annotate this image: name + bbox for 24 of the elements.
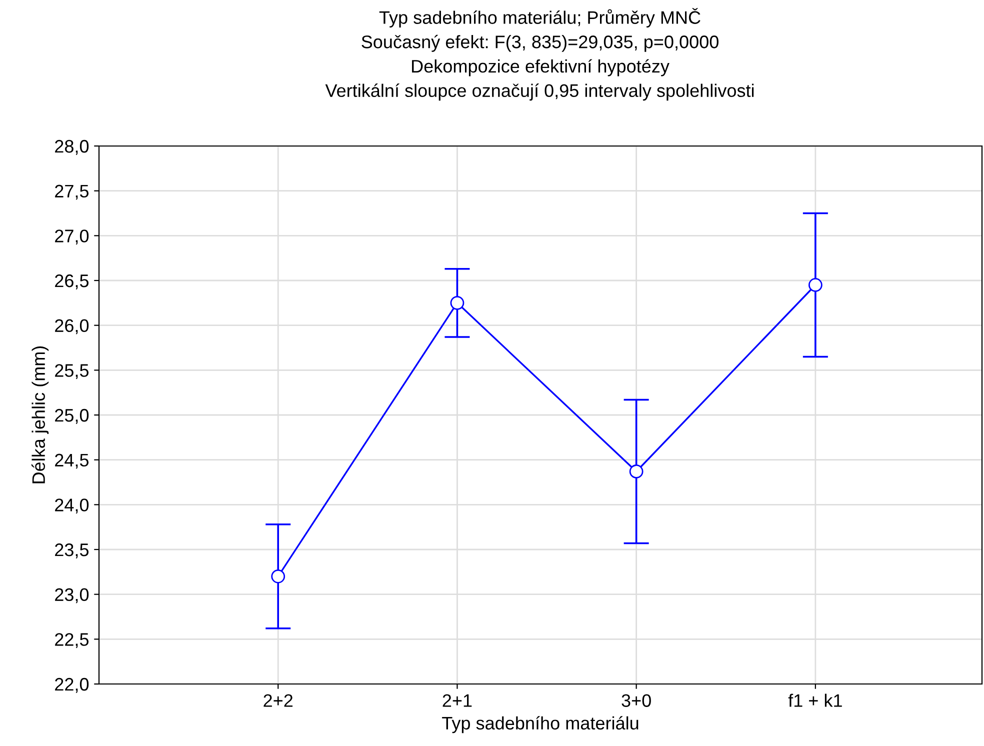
x-tick-label: 2+2 — [264, 694, 293, 707]
y-tick-label: 24,0 — [55, 498, 89, 514]
point — [629, 464, 644, 478]
y-tick-label: 26,0 — [55, 319, 89, 334]
point — [450, 296, 464, 310]
x-axis-title: Typ sadebního materiálu — [442, 716, 638, 734]
y-tick-label: 26,5 — [55, 274, 89, 290]
x-tick-label: 3+0 — [622, 694, 651, 707]
x-tick-label: 2+1 — [442, 694, 472, 707]
y-axis-title: Délka jehlic (mm) — [32, 346, 49, 484]
y-tick-label: 25,5 — [55, 364, 89, 380]
y-tick-label: 22,5 — [55, 633, 89, 648]
y-tick-label: 23,0 — [55, 588, 89, 604]
x-tick-label: f1 + k1 — [788, 694, 842, 707]
point — [808, 278, 822, 292]
y-tick-label: 25,0 — [55, 408, 89, 424]
y-tick-label: 27,5 — [55, 184, 89, 200]
chart-title: Typ sadebního materiálu; Průměry MNČ Současný efekt: F(3, 835)=29,035, p=0,0000 Dekompozice efektivní hypotézy Vertikální sloupce označují 0,95 intervaly spolehlivosti — [325, 8, 754, 101]
y-tick-label: 27,0 — [55, 230, 89, 245]
y-tick-label: 22,0 — [55, 678, 89, 693]
y-tick-label: 23,5 — [55, 543, 89, 558]
y-tick-label: 24,5 — [55, 454, 89, 469]
point — [271, 569, 286, 584]
y-tick-label: 28,0 — [55, 140, 89, 155]
